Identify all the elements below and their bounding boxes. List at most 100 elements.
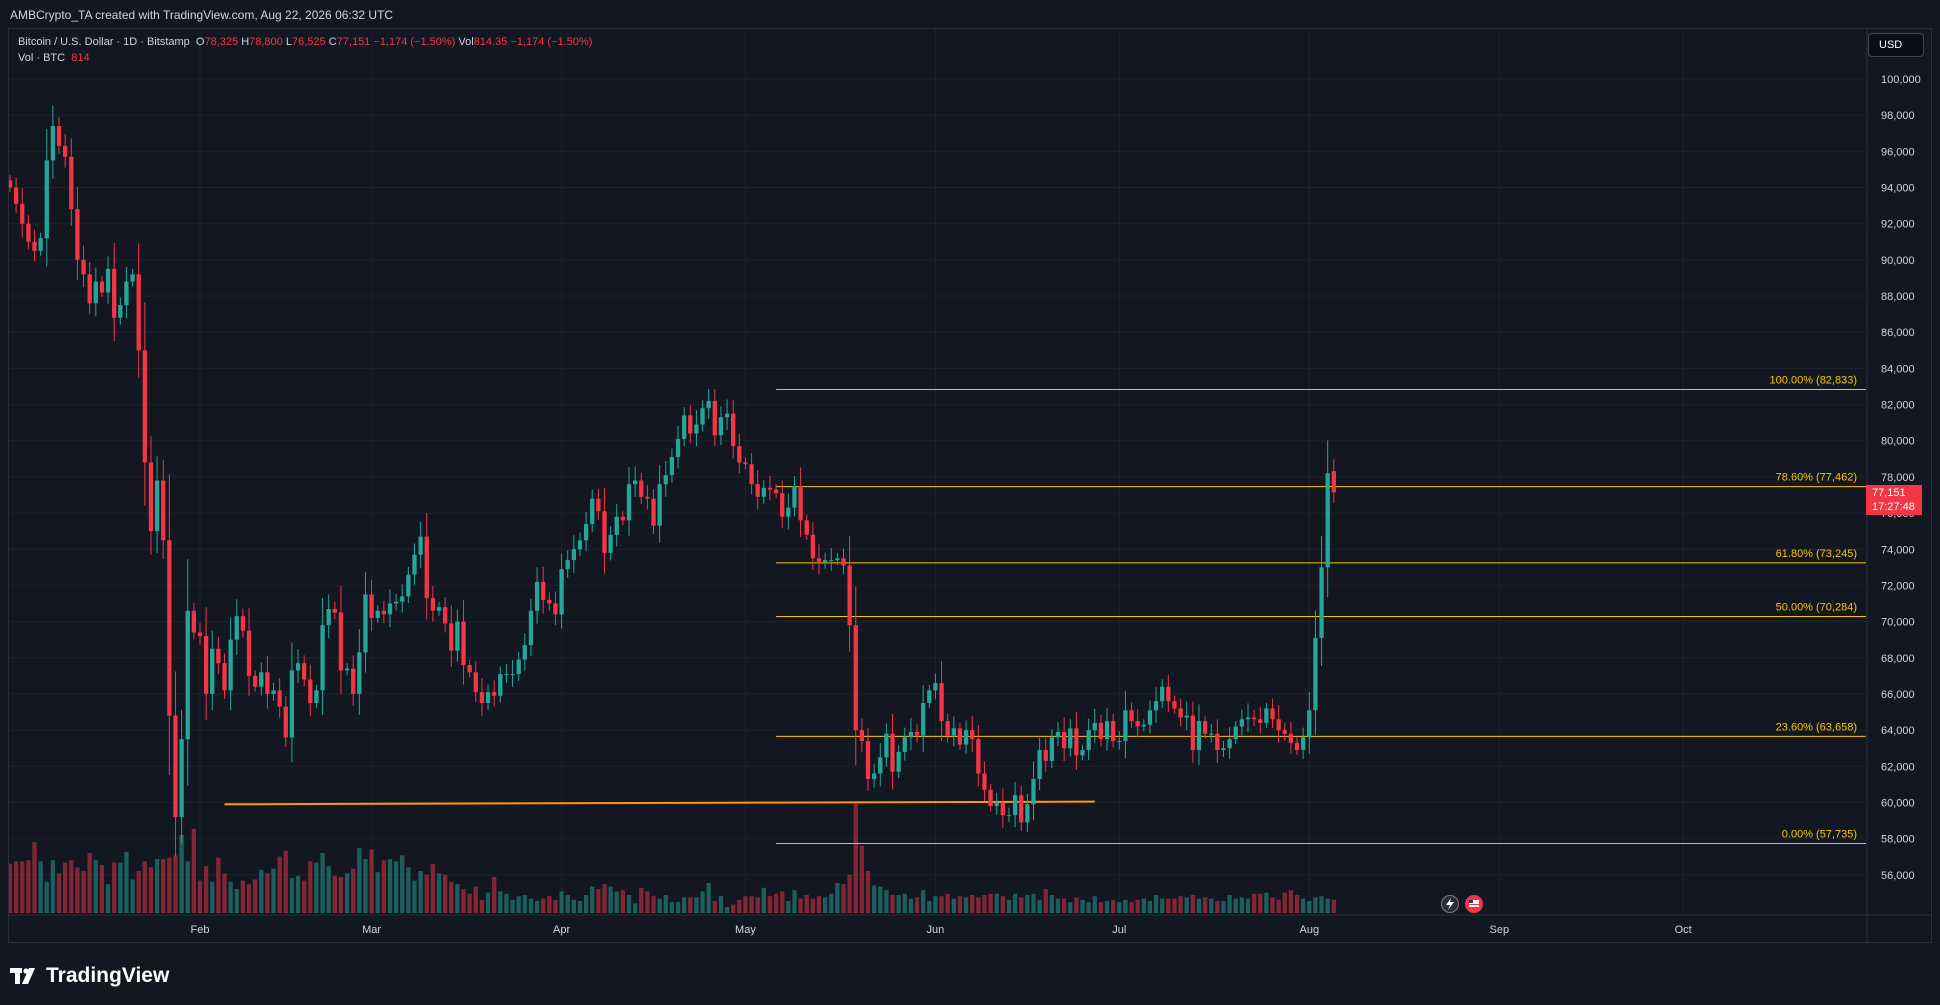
- candle-body: [173, 715, 178, 817]
- candle-body: [1202, 721, 1208, 734]
- volume-bar: [216, 857, 221, 913]
- candle-body: [492, 692, 497, 696]
- candle-body: [424, 536, 429, 599]
- fib-retracement: 100.00% (82,833) 78.60% (77,462) 61.80% (7…: [776, 374, 1866, 844]
- volume-bar: [424, 874, 429, 913]
- candle-body: [559, 569, 564, 615]
- candle-body: [1196, 721, 1202, 751]
- volume-bar: [731, 904, 736, 913]
- events-icon[interactable]: [1441, 895, 1459, 913]
- candle-body: [1282, 730, 1287, 734]
- volume-bar: [773, 893, 779, 913]
- tradingview-wordmark: TradingView: [46, 964, 170, 987]
- candle-body: [1037, 750, 1042, 779]
- volume-bar: [970, 895, 975, 913]
- volume-bar: [1325, 898, 1330, 913]
- candle-body: [332, 608, 337, 613]
- candle-body: [510, 674, 515, 676]
- legend-line-ohlc: Bitcoin / U.S. Dollar · 1D · Bitstamp O7…: [18, 34, 592, 50]
- candle-body: [590, 498, 595, 524]
- candle-body: [9, 180, 13, 188]
- volume-bar: [663, 895, 668, 913]
- volume-bar: [185, 861, 190, 913]
- candle-body: [344, 668, 350, 671]
- volume-bar: [1190, 895, 1195, 913]
- price-tick-label: 74,000: [1881, 544, 1915, 556]
- volume-bar: [1043, 889, 1048, 913]
- candle-body: [522, 645, 527, 660]
- candle-body: [565, 560, 570, 570]
- candle-body: [884, 733, 889, 758]
- time-tick-label: Feb: [191, 924, 210, 936]
- fib-level-label: 100.00% (82,833): [1770, 374, 1857, 386]
- tradingview-logo[interactable]: TradingView: [10, 963, 169, 989]
- volume-bar: [344, 873, 350, 913]
- volume-bar: [412, 880, 417, 913]
- candle-body: [878, 757, 883, 774]
- candle-body: [988, 789, 993, 807]
- candle-body: [418, 536, 423, 555]
- volume-bar: [1251, 893, 1257, 913]
- candle-body: [498, 674, 503, 696]
- volume-bar: [461, 889, 466, 913]
- candle-body: [945, 721, 950, 736]
- volume-bar: [1288, 890, 1294, 913]
- candle-body: [1129, 710, 1134, 722]
- chart-credit: AMBCrypto_TA created with TradingView.co…: [10, 8, 394, 22]
- volume-bar: [142, 861, 147, 913]
- volume-bar: [1233, 898, 1238, 913]
- volume-bar: [884, 890, 889, 913]
- volume-bar: [148, 867, 154, 913]
- volume-bar: [1012, 893, 1018, 913]
- grid-lines: [9, 29, 1931, 942]
- candle-body: [700, 408, 705, 425]
- currency-button[interactable]: USD: [1868, 33, 1924, 57]
- volume-bar: [375, 872, 380, 913]
- candle-body: [1049, 737, 1055, 761]
- volume-bar: [265, 873, 270, 913]
- volume-bar: [430, 863, 436, 913]
- candle-body: [1227, 739, 1232, 749]
- time-tick-label: Jun: [927, 924, 945, 936]
- volume-bar: [927, 901, 932, 913]
- candle-body: [1092, 722, 1097, 731]
- volume-bar: [963, 897, 969, 913]
- candle-body: [112, 268, 117, 318]
- candle-body: [277, 690, 282, 707]
- flag-icon[interactable]: [1465, 895, 1483, 913]
- price-tick-label: 82,000: [1881, 400, 1915, 412]
- volume-bar: [510, 899, 515, 913]
- candle-body: [265, 672, 270, 694]
- candle-body: [203, 636, 209, 694]
- candle-body: [651, 498, 656, 526]
- volume-bar: [1074, 897, 1079, 913]
- candle-body: [1104, 721, 1110, 740]
- symbol-legend: Bitcoin / U.S. Dollar · 1D · Bitstamp O7…: [18, 34, 592, 66]
- price-chart[interactable]: 100.00% (82,833) 78.60% (77,462) 61.80% (7…: [9, 29, 1931, 942]
- volume-bar: [1031, 893, 1036, 913]
- volume-bar: [755, 897, 760, 913]
- vol-label: Vol: [458, 36, 474, 48]
- volume-bar: [565, 895, 570, 913]
- volume-bar: [528, 898, 534, 913]
- candle-body: [185, 610, 190, 740]
- candle-body: [718, 417, 724, 436]
- volume-bar: [246, 884, 252, 913]
- candle-body: [743, 462, 748, 465]
- volume-bar: [320, 853, 325, 913]
- candle-body: [136, 274, 141, 351]
- candle-body: [1098, 722, 1104, 740]
- candle-body: [1086, 730, 1091, 751]
- volume-bar: [363, 859, 368, 913]
- close-label: C: [328, 36, 337, 48]
- chart-frame[interactable]: 100.00% (82,833) 78.60% (77,462) 61.80% (7…: [8, 28, 1932, 943]
- candle-body: [1184, 715, 1189, 718]
- candle-body: [455, 621, 460, 651]
- fib-level-label: 50.00% (70,284): [1776, 601, 1857, 613]
- candle-body: [865, 740, 871, 779]
- volume-bar: [957, 896, 963, 913]
- volume-bar: [1000, 896, 1005, 913]
- price-tick-label: 70,000: [1881, 617, 1915, 629]
- candle-body: [614, 516, 619, 535]
- open-value: 78,325: [204, 36, 239, 48]
